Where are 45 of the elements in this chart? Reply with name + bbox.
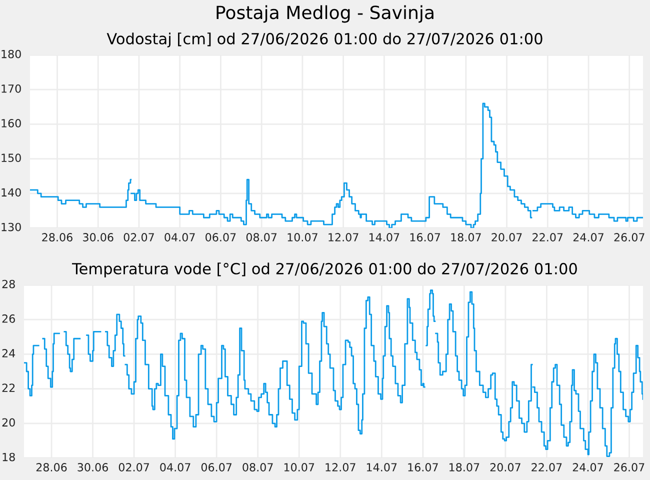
x-tick-label: 22.07 <box>532 233 563 242</box>
x-tick-label: 20.07 <box>492 233 522 242</box>
x-tick-label: 16.07 <box>408 463 438 472</box>
x-tick-label: 30.06 <box>83 233 114 242</box>
y-tick-label: 140 <box>2 188 21 197</box>
x-tick-label: 30.06 <box>78 463 108 472</box>
x-tick-label: 26.07 <box>614 463 644 472</box>
y-tick-label: 18 <box>2 452 15 462</box>
x-tick-label: 12.07 <box>326 463 356 472</box>
y-tick-label: 160 <box>2 119 21 128</box>
x-tick-label: 28.06 <box>36 463 67 472</box>
x-tick-label: 04.07 <box>164 233 195 242</box>
x-tick-label: 08.07 <box>246 233 277 242</box>
y-tick-label: 170 <box>2 84 21 93</box>
x-tick-label: 18.07 <box>449 463 480 472</box>
y-tick-label: 28 <box>2 280 15 288</box>
x-tick-label: 08.07 <box>242 463 273 472</box>
y-tick-label: 24 <box>2 349 16 358</box>
x-tick-label: 18.07 <box>451 233 481 242</box>
x-tick-label: 10.07 <box>288 233 318 242</box>
x-tick-label: 14.07 <box>366 463 397 472</box>
y-tick-label: 20 <box>2 418 15 427</box>
x-tick-label: 06.07 <box>206 233 236 242</box>
x-tick-label: 20.07 <box>490 463 520 472</box>
chart-subtitle: Vodostaj [cm] od 27/06/2026 01:00 do 27/07/2026 01:00 <box>106 32 542 48</box>
x-tick-label: 24.07 <box>572 463 603 472</box>
y-tick-label: 150 <box>2 154 21 162</box>
x-tick-label: 06.07 <box>201 463 232 472</box>
y-tick-label: 26 <box>2 314 15 323</box>
x-tick-label: 22.07 <box>532 463 562 472</box>
x-tick-label: 28.06 <box>42 233 72 242</box>
y-tick-label: 180 <box>2 50 21 58</box>
x-tick-label: 16.07 <box>410 233 440 242</box>
x-tick-label: 02.07 <box>118 463 149 472</box>
y-tick-label: 22 <box>2 384 15 392</box>
x-tick-label: 24.07 <box>573 233 604 242</box>
x-tick-label: 26.07 <box>614 233 644 242</box>
x-tick-label: 10.07 <box>284 463 314 472</box>
x-tick-label: 02.07 <box>124 233 154 242</box>
x-tick-label: 04.07 <box>160 463 190 472</box>
chart-title: Postaja Medlog - Savinja <box>216 5 434 23</box>
x-tick-label: 14.07 <box>369 233 400 242</box>
chart-title: Temperatura vode [°C] od 27/06/2026 01:00 do 27/07/2026 01:00 <box>72 262 577 278</box>
x-tick-label: 12.07 <box>328 233 358 242</box>
y-tick-label: 130 <box>2 222 21 232</box>
